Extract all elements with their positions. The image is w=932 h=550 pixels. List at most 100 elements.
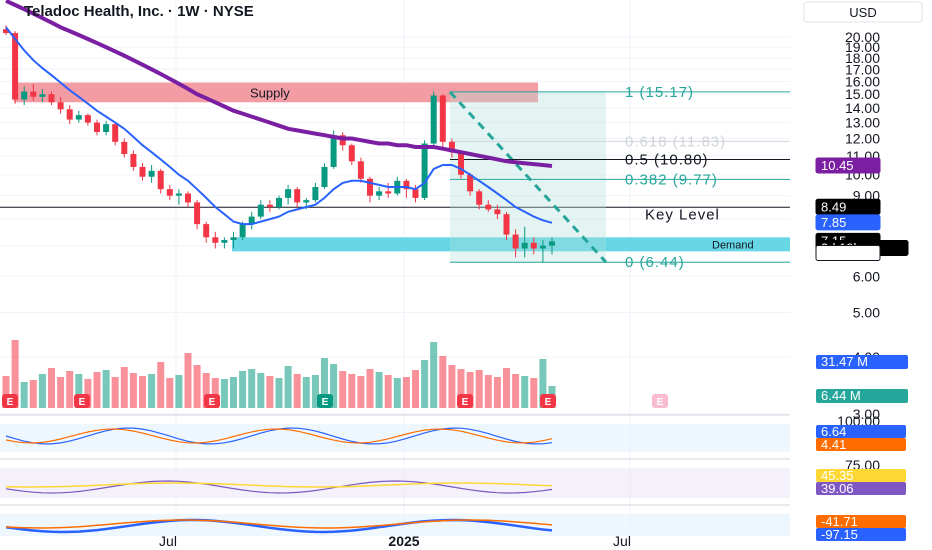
indicator-value: 4.41 [821, 437, 846, 452]
indicator-value: 45.35 [821, 468, 854, 483]
volume-bar [120, 367, 128, 408]
chart-title: Teladoc Health, Inc. · 1W · NYSE [24, 3, 254, 20]
price-badge-bg-0 [815, 157, 881, 174]
volume-bar [503, 368, 510, 408]
earnings-marker-3 [317, 394, 333, 408]
price-axis[interactable]: 20.0019.0018.0017.0016.0015.0014.0013.00… [790, 0, 932, 550]
y-tick-label: 20.00 [845, 29, 880, 45]
candle-body [294, 189, 301, 203]
candle-body [521, 242, 528, 249]
price-badge-label-1: 8.49 [821, 199, 846, 214]
fibonacci-layer: 1 (15.17) 0.618 (11.83)0.5 (10.80) 0.382 (… [448, 84, 790, 271]
candle-body [75, 115, 82, 120]
demand-label: Demand [712, 239, 754, 251]
candle-body [66, 109, 73, 120]
candle-body [285, 189, 292, 198]
candle-body [203, 224, 210, 238]
candle-body [448, 141, 455, 153]
volume-bar [111, 377, 119, 408]
earnings-marker-5 [540, 394, 556, 408]
candle-body [312, 187, 319, 201]
volume-bar [466, 372, 474, 408]
volume-bar [493, 377, 501, 408]
volume-bar [402, 377, 410, 408]
time-axis[interactable]: Jul 2025 Jul [159, 533, 631, 549]
volume-badge-bg-1 [816, 389, 908, 403]
volume-bar [129, 373, 137, 408]
indicator-value-bg [816, 469, 906, 482]
candle-body [439, 95, 446, 142]
volume-bar [539, 359, 547, 408]
candle-body [494, 209, 501, 215]
volume-bar [248, 369, 256, 408]
y-tick-label: 5.00 [853, 304, 880, 320]
price-badge-bg-2 [815, 214, 881, 231]
candle-body [130, 154, 137, 167]
candle-body [421, 143, 428, 198]
rsi-ma-line [5, 482, 553, 488]
candle-body [12, 33, 19, 100]
volume-bar [157, 362, 165, 408]
earnings-marker-4 [457, 394, 473, 408]
candle-body [376, 191, 383, 196]
candle-body [39, 94, 46, 97]
candle-body [330, 135, 337, 167]
volume-bar [66, 371, 74, 408]
earnings-marker-1 [74, 394, 90, 408]
volume-bar [275, 378, 283, 408]
earnings-marker-label-2: E [209, 397, 216, 408]
y-tick-label: 12.00 [845, 131, 880, 147]
fib-level-label-4: 0 (6.44) [625, 254, 685, 271]
volume-badge-label-0: 31.47 M [821, 354, 868, 369]
candle-body [458, 152, 464, 175]
ema-fast-line [5, 26, 553, 226]
candle-body [84, 115, 91, 123]
volume-bar [220, 379, 228, 408]
earnings-marker-0 [2, 394, 18, 408]
candle-body [503, 214, 510, 235]
volume-bar [421, 360, 429, 408]
x-tick-label-0: Jul [159, 533, 177, 549]
volume-bar [339, 371, 347, 408]
candle-body [248, 216, 255, 225]
candle-body [476, 191, 483, 205]
demand-zone [232, 237, 790, 252]
volume-bar [439, 356, 447, 408]
candle-body [175, 193, 182, 196]
volume-bar [166, 378, 174, 408]
candle-body [30, 91, 37, 97]
volume-bar [139, 376, 146, 408]
candle-body [321, 166, 328, 188]
candle-body [139, 166, 146, 177]
volume-bar [2, 376, 10, 408]
ema-lines [5, 0, 553, 226]
y-tick-label: 6.00 [853, 268, 880, 284]
volume-bar [321, 358, 328, 408]
candle-body [276, 197, 282, 208]
indicator-value: 39.06 [821, 481, 854, 496]
currency-button-bg[interactable] [803, 1, 923, 23]
indicator-value-bg [816, 528, 906, 541]
price-badge-bg-1 [815, 198, 881, 215]
y-tick-label: 3.00 [853, 406, 880, 422]
candle-body [112, 124, 119, 142]
volume-bar [357, 376, 365, 408]
y-tick-label: 19.00 [845, 39, 880, 55]
earnings-marker-6 [652, 394, 668, 408]
price-badge-bg-5 [815, 244, 881, 261]
indicator-value-bg [816, 515, 906, 528]
earnings-marker-label-5: E [545, 397, 552, 408]
candles-layer [3, 25, 555, 263]
candle-body [257, 204, 264, 217]
candle-body [48, 94, 55, 103]
key-level-label: Key Level [645, 206, 720, 223]
candle-body [148, 170, 155, 177]
volume-bars [2, 340, 556, 408]
fib-level-label-2: 0.5 (10.80) [625, 151, 709, 168]
indicator-value-bg [816, 425, 906, 438]
earnings-marker-label-1: E [79, 397, 86, 408]
volume-bar [375, 372, 383, 408]
currency-button[interactable]: USD [849, 5, 876, 20]
